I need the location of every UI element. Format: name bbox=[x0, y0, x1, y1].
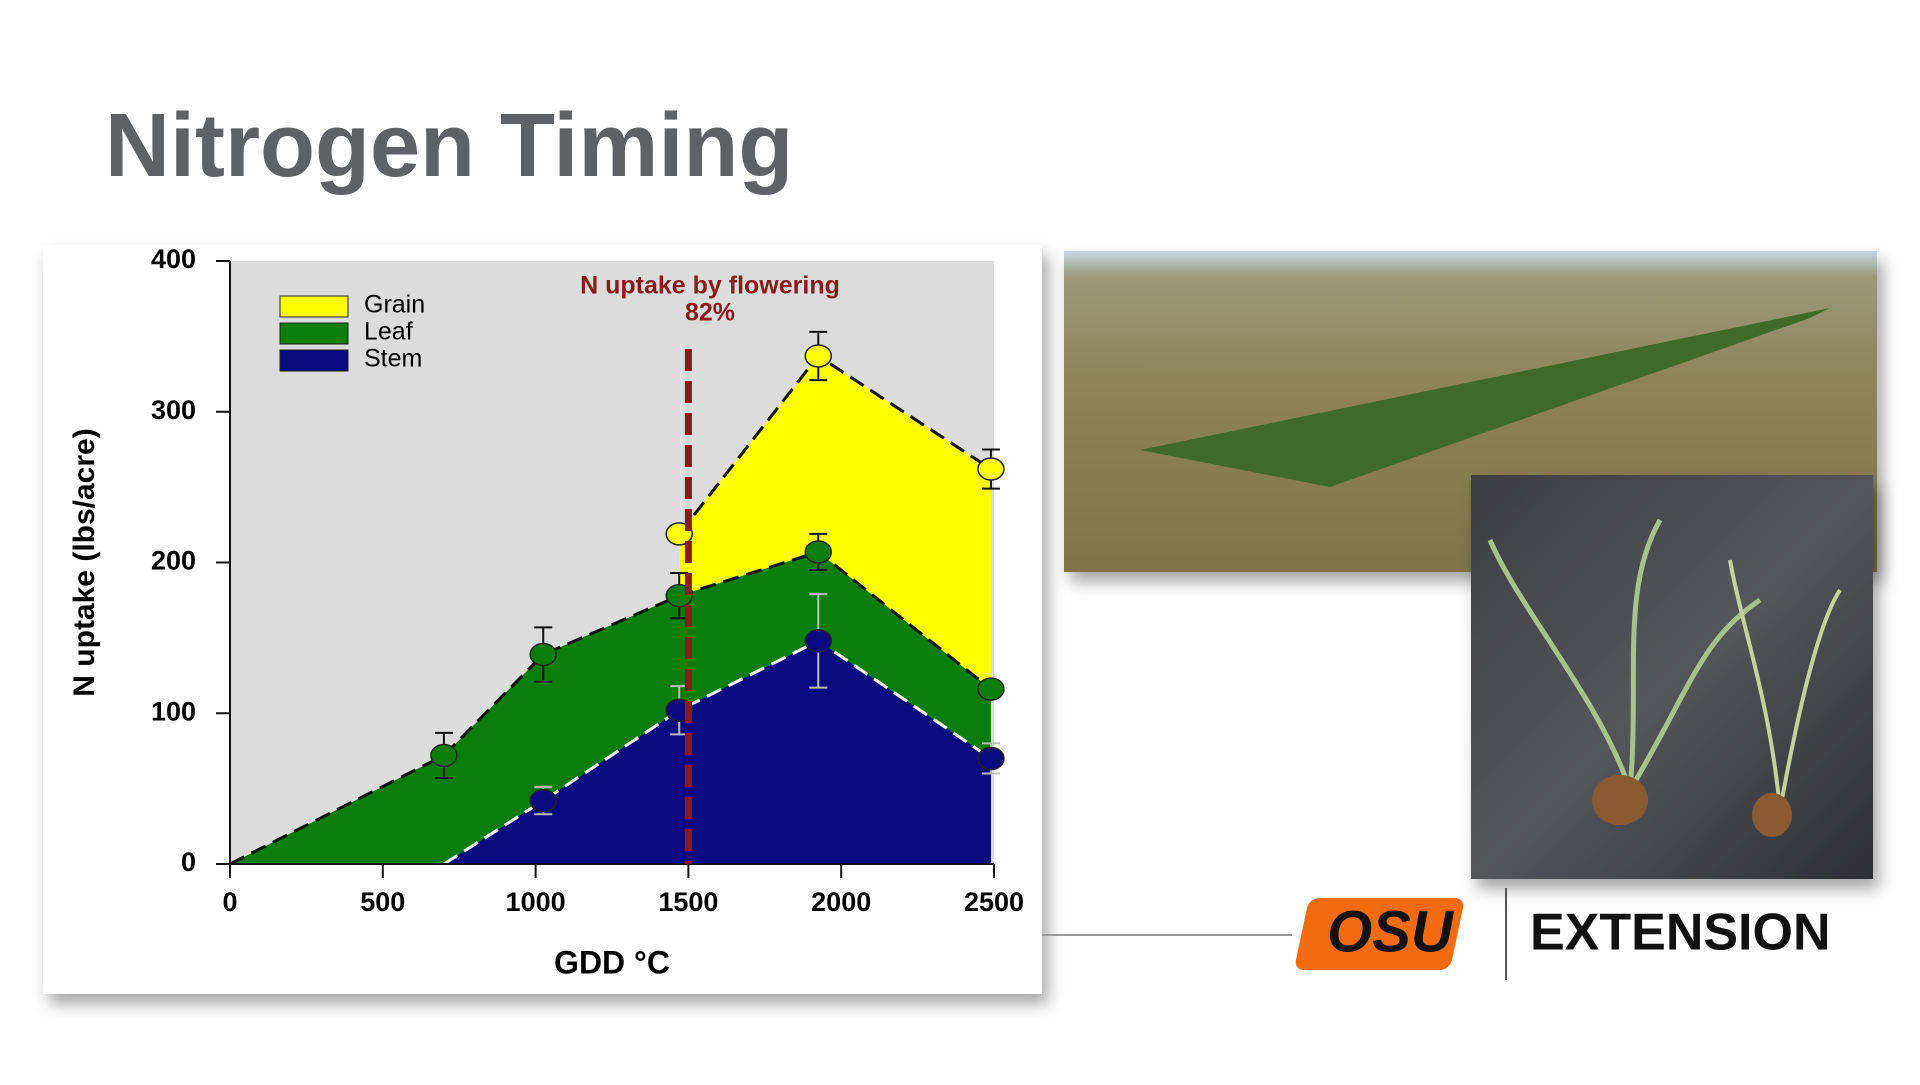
legend-label: Stem bbox=[364, 345, 422, 373]
plant-leaves bbox=[1728, 559, 1842, 811]
legend-swatch bbox=[279, 322, 349, 345]
legend-label: Grain bbox=[364, 291, 425, 319]
y-tick-label: 200 bbox=[151, 546, 196, 576]
roots bbox=[1752, 793, 1792, 837]
data-point bbox=[804, 540, 833, 564]
data-point bbox=[804, 629, 833, 653]
x-tick-label: 2000 bbox=[811, 887, 871, 917]
x-tick-label: 0 bbox=[222, 887, 237, 917]
roots bbox=[1592, 775, 1648, 825]
x-tick-label: 1000 bbox=[506, 887, 566, 917]
area bbox=[443, 640, 991, 864]
area-outline bbox=[229, 550, 992, 866]
y-axis-label: N uptake (lbs/acre) bbox=[68, 428, 101, 696]
data-point bbox=[804, 344, 833, 368]
logo-mark: OSU bbox=[1327, 899, 1455, 964]
plant-leaves bbox=[1487, 518, 1762, 792]
legend-label: Leaf bbox=[364, 318, 413, 346]
x-tick-label: 500 bbox=[360, 887, 405, 917]
logo-text: EXTENSION bbox=[1530, 904, 1831, 962]
data-point bbox=[977, 457, 1005, 481]
y-tick-label: 100 bbox=[151, 696, 196, 726]
slide-title: Nitrogen Timing bbox=[105, 96, 793, 196]
annotation-text: N uptake by flowering bbox=[580, 272, 840, 300]
chart: 0 100 200 300 400 0 500 1000 1500 2000 2500 GDD °C N… bbox=[68, 244, 1024, 980]
photo-strip bbox=[1140, 308, 1830, 487]
logo-badge bbox=[1295, 898, 1464, 970]
x-tick-label: 1500 bbox=[658, 887, 718, 917]
annotation-value: 82% bbox=[685, 299, 735, 327]
legend-swatch bbox=[279, 295, 349, 318]
legend-swatch bbox=[279, 349, 349, 372]
photo-roots bbox=[1471, 475, 1873, 879]
y-tick-label: 300 bbox=[151, 395, 196, 425]
data-point bbox=[529, 788, 557, 813]
area-outline bbox=[443, 639, 992, 866]
data-point bbox=[977, 746, 1005, 771]
logo: OSU EXTENSION bbox=[1295, 888, 1831, 980]
data-point bbox=[529, 642, 557, 667]
x-axis-label: GDD °C bbox=[554, 944, 670, 980]
x-tick-label: 2500 bbox=[964, 887, 1024, 917]
y-tick-label: 0 bbox=[181, 847, 196, 877]
data-point bbox=[430, 743, 458, 768]
data-point bbox=[977, 677, 1005, 701]
y-tick-label: 400 bbox=[151, 244, 196, 274]
root-photo bbox=[1471, 475, 1873, 879]
